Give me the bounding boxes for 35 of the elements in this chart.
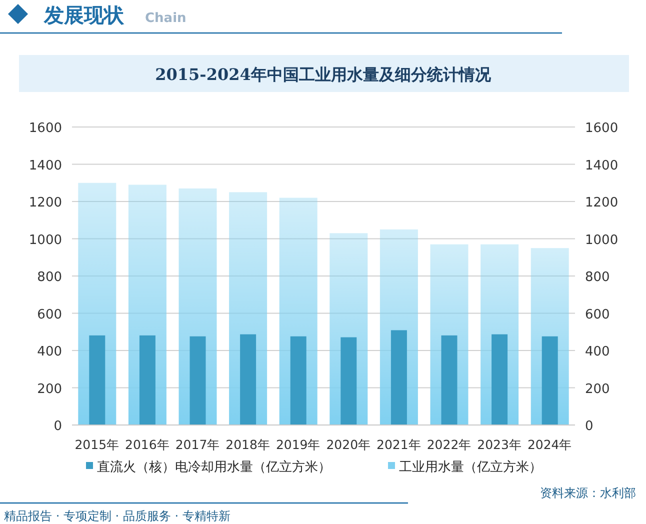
x-tick-label: 2018年 [226, 437, 270, 452]
y-tick-label: 1000 [28, 232, 62, 248]
y2-tick-label: 400 [585, 344, 610, 360]
x-tick-label: 2022年 [426, 437, 472, 452]
x-tick-label: 2021年 [376, 437, 422, 452]
y-tick-label: 400 [37, 344, 62, 360]
text: 资料来源：水利部 [540, 486, 636, 500]
y-tick-label: 1200 [28, 196, 62, 210]
y2-tick-label: 1000 [585, 232, 618, 248]
x-tick-label: 2020年 [326, 437, 372, 452]
y-tick-label: 800 [37, 270, 62, 285]
text: 发展现状 [43, 3, 125, 27]
x-tick-label: 2024年 [527, 437, 572, 452]
y-tick-label: 1600 [28, 121, 62, 136]
y2-tick-label: 1600 [585, 121, 618, 136]
x-tick-label: 2023年 [477, 437, 522, 452]
y-tick-label: 600 [37, 307, 62, 322]
y2-tick-label: 200 [585, 382, 610, 397]
x-tick-label: 2017年 [175, 437, 220, 452]
y-tick-label: 1400 [28, 158, 62, 174]
chart-title: 2015-2024年中国工业用水量及细分统计情况 [155, 65, 492, 84]
y-tick-label: 0 [54, 419, 62, 434]
legend-label: 工业用水量（亿立方米） [399, 459, 542, 475]
y-tick-label: 200 [37, 382, 62, 397]
x-tick-label: 2015年 [74, 437, 120, 452]
x-tick-label: 2016年 [125, 437, 170, 452]
y2-tick-label: 0 [585, 419, 594, 434]
text: 精品报告 · 专项定制 · 品质服务 · 专精特新 [4, 509, 230, 523]
legend-label: 直流火（核）电冷却用水量（亿立方米） [97, 459, 331, 475]
text: Chain [145, 11, 186, 26]
x-tick-label: 2019年 [276, 437, 321, 452]
y2-tick-label: 800 [585, 270, 610, 285]
y2-tick-label: 1200 [585, 196, 618, 210]
y2-tick-label: 1400 [585, 158, 618, 174]
y2-tick-label: 600 [585, 307, 610, 322]
